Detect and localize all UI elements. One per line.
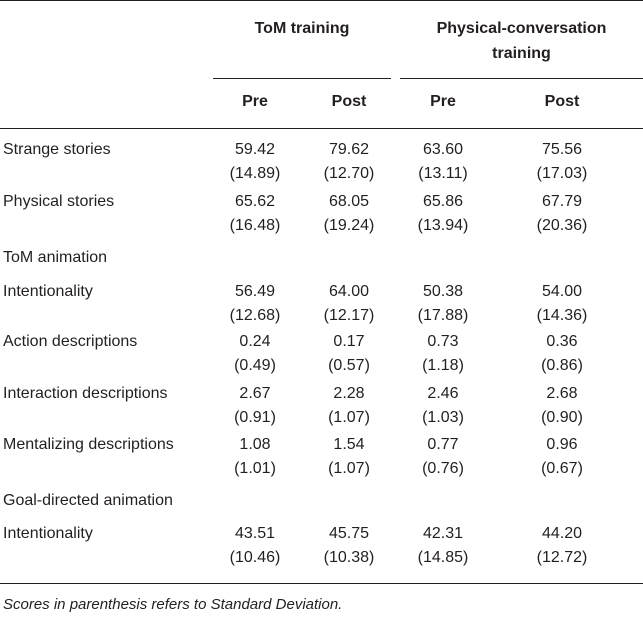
column-header-tom-post: Post [331, 93, 367, 110]
cell-sd: (10.38) [323, 549, 375, 566]
group-header-physical: Physical-conversation [436, 20, 607, 37]
row-label: Mentalizing descriptions [3, 436, 174, 453]
cell-mean: 42.31 [422, 525, 464, 542]
cell-mean: 50.38 [422, 283, 464, 300]
cell-sd: (13.94) [417, 217, 469, 234]
cell-sd: (12.17) [323, 307, 375, 324]
cell-mean: 2.28 [333, 385, 365, 402]
cell-sd: (10.46) [229, 549, 281, 566]
cell-sd: (1.01) [234, 460, 276, 477]
row-label: Interaction descriptions [3, 385, 168, 402]
cell-mean: 67.79 [541, 193, 583, 210]
cell-mean: 54.00 [541, 283, 583, 300]
cell-mean: 2.46 [427, 385, 459, 402]
cell-mean: 0.36 [546, 333, 578, 350]
cell-sd: (1.07) [328, 409, 370, 426]
top-rule [0, 0, 643, 1]
cell-sd: (0.90) [541, 409, 583, 426]
footnote: Scores in parenthesis refers to Standard… [3, 596, 343, 613]
group-rule-physical [400, 78, 643, 79]
cell-mean: 45.75 [328, 525, 370, 542]
group-rule-tom [213, 78, 391, 79]
cell-mean: 75.56 [541, 141, 583, 158]
row-label: Strange stories [3, 141, 111, 158]
cell-mean: 65.62 [234, 193, 276, 210]
row-label: Physical stories [3, 193, 115, 210]
cell-mean: 63.60 [422, 141, 464, 158]
cell-sd: (14.36) [536, 307, 588, 324]
group-header-tom: ToM training [254, 20, 350, 37]
cell-mean: 2.68 [546, 385, 578, 402]
row-label: Action descriptions [3, 333, 138, 350]
cell-sd: (17.88) [417, 307, 469, 324]
header-bottom-rule [0, 128, 643, 129]
cell-sd: (13.11) [418, 165, 468, 182]
column-header-physical-post: Post [544, 93, 580, 110]
cell-mean: 0.96 [546, 436, 578, 453]
cell-sd: (12.70) [323, 165, 375, 182]
cell-sd: (20.36) [536, 217, 588, 234]
cell-mean: 68.05 [328, 193, 370, 210]
cell-mean: 1.54 [333, 436, 365, 453]
table-bottom-rule [0, 583, 643, 584]
cell-sd: (0.67) [541, 460, 583, 477]
cell-sd: (0.86) [541, 357, 583, 374]
section-label: ToM animation [3, 249, 108, 266]
cell-sd: (12.72) [536, 549, 588, 566]
cell-mean: 0.73 [427, 333, 459, 350]
cell-sd: (1.07) [328, 460, 370, 477]
cell-mean: 56.49 [234, 283, 276, 300]
cell-mean: 65.86 [422, 193, 464, 210]
cell-sd: (0.76) [422, 460, 464, 477]
cell-mean: 0.17 [333, 333, 365, 350]
row-label: Intentionality [3, 283, 93, 300]
cell-sd: (1.03) [422, 409, 464, 426]
cell-sd: (19.24) [323, 217, 375, 234]
cell-mean: 44.20 [541, 525, 583, 542]
group-header-physical-line2: training [492, 45, 551, 62]
cell-sd: (16.48) [229, 217, 281, 234]
section-label: Goal-directed animation [3, 492, 173, 509]
cell-sd: (12.68) [229, 307, 281, 324]
cell-sd: (0.91) [234, 409, 276, 426]
cell-sd: (14.85) [417, 549, 469, 566]
cell-mean: 64.00 [328, 283, 370, 300]
cell-mean: 1.08 [239, 436, 271, 453]
cell-sd: (17.03) [536, 165, 588, 182]
cell-mean: 79.62 [328, 141, 370, 158]
column-header-tom-pre: Pre [242, 93, 268, 110]
cell-mean: 0.24 [239, 333, 271, 350]
column-header-physical-pre: Pre [430, 93, 456, 110]
cell-mean: 59.42 [234, 141, 276, 158]
cell-sd: (14.89) [229, 165, 281, 182]
cell-sd: (0.57) [328, 357, 370, 374]
cell-mean: 0.77 [427, 436, 459, 453]
cell-mean: 43.51 [234, 525, 276, 542]
cell-sd: (0.49) [234, 357, 276, 374]
row-label: Intentionality [3, 525, 93, 542]
cell-mean: 2.67 [239, 385, 271, 402]
cell-sd: (1.18) [422, 357, 464, 374]
